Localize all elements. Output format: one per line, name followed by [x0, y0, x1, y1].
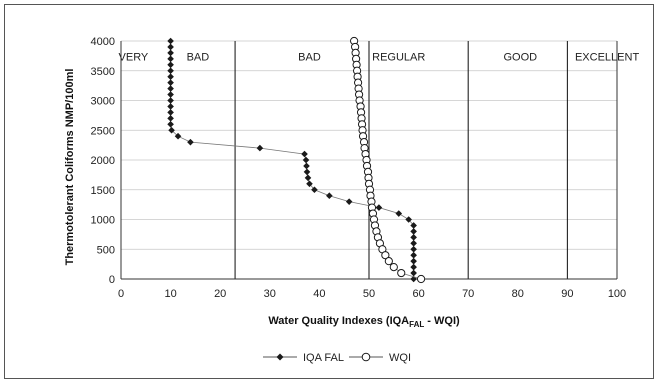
iqa-fal-point — [303, 162, 310, 170]
iqa-fal-point — [311, 186, 318, 194]
x-tick-label: 50 — [363, 288, 375, 300]
iqa-fal-point — [167, 79, 174, 86]
iqa-fal-point — [167, 73, 174, 80]
iqa-fal-point — [410, 245, 417, 253]
iqa-fal-point — [405, 216, 412, 223]
y-tick-label: 4000 — [91, 36, 115, 48]
iqa-fal-point — [326, 192, 333, 199]
axes: 0 500 1000 1500 2000 2500 3000 3500 4000 0 10 20 30 4… — [91, 36, 627, 300]
iqa-fal-point — [301, 150, 308, 158]
x-tick-label: 40 — [313, 288, 325, 300]
iqa-fal-point — [167, 67, 174, 75]
iqa-fal-point — [174, 132, 182, 140]
iqa-fal-point — [375, 204, 383, 211]
legend-marker-wqi — [361, 352, 371, 362]
legend: IQA FAL WQI — [263, 352, 411, 364]
iqa-fal-point — [410, 222, 417, 229]
x-tick-label: 100 — [608, 288, 626, 300]
iqa-fal-point — [302, 156, 310, 164]
iqa-fal-point — [167, 115, 174, 122]
quality-bands: VERY BAD BAD REGULAR GOOD EXCELLENT — [119, 41, 639, 279]
iqa-fal-point — [167, 85, 174, 92]
iqa-fal-point — [167, 43, 174, 51]
x-tick-label: 70 — [462, 288, 474, 300]
y-tick-label: 1500 — [91, 185, 115, 197]
band-label: BAD — [298, 52, 321, 64]
iqa-fal-point — [167, 91, 174, 98]
y-tick-label: 3500 — [91, 66, 115, 78]
iqa-fal-point — [167, 49, 174, 57]
iqa-fal-point — [303, 168, 311, 176]
wqi-point — [389, 263, 398, 272]
wqi-point — [397, 268, 406, 278]
iqa-fal-point — [187, 138, 194, 146]
band-label: VERY — [119, 52, 149, 64]
iqa-fal-point — [410, 257, 417, 265]
x-axis-label: Water Quality Indexes (IQAFAL - WQI) — [268, 315, 460, 329]
data-series — [167, 36, 426, 284]
y-tick-label: 2000 — [91, 155, 115, 167]
wqi-point — [416, 274, 426, 284]
x-tick-label: 20 — [214, 288, 226, 300]
iqa-fal-point — [345, 198, 353, 205]
x-tick-label: 10 — [164, 288, 176, 300]
legend-label-iqa-fal: IQA FAL — [303, 352, 344, 364]
legend-marker-iqa-fal — [276, 353, 284, 361]
iqa-fal-point — [167, 121, 174, 128]
x-axis-label-end: - WQI) — [424, 315, 460, 327]
iqa-fal-point — [167, 61, 174, 69]
x-axis-label-subscript: FAL — [409, 320, 424, 329]
iqa-fal-point — [304, 174, 312, 182]
iqa-fal-point — [306, 180, 313, 188]
x-tick-label: 60 — [412, 288, 424, 300]
y-axis-label: Thermotolerant Coliforms NMP/100ml — [64, 69, 76, 266]
chart: VERY BAD BAD REGULAR GOOD EXCELLENT 050010001… — [64, 36, 639, 364]
iqa-fal-point — [410, 269, 417, 277]
figure-frame: VERY BAD BAD REGULAR GOOD EXCELLENT 0 500 1000 1… — [4, 4, 654, 379]
y-tick-label: 2500 — [91, 125, 115, 137]
iqa-fal-point — [256, 144, 264, 152]
x-tick-label: 30 — [264, 288, 276, 300]
y-tick-label: 0 — [109, 274, 115, 286]
y-tick-label: 500 — [97, 244, 115, 256]
y-tick-label: 1000 — [91, 215, 115, 227]
legend-label-wqi: WQI — [389, 352, 411, 364]
band-label: REGULAR — [372, 52, 425, 64]
iqa-fal-point — [410, 234, 417, 241]
iqa-fal-point — [167, 37, 174, 45]
x-tick-label: 0 — [118, 288, 124, 300]
iqa-fal-point — [167, 97, 174, 104]
band-label: GOOD — [503, 52, 537, 64]
band-label: EXCELLENT — [575, 52, 639, 64]
x-tick-label: 90 — [561, 288, 573, 300]
iqa-fal-point — [410, 228, 417, 235]
wqi-point — [384, 257, 393, 266]
iqa-fal-point — [168, 126, 175, 134]
iqa-fal-point — [167, 55, 174, 63]
iqa-fal-point — [167, 109, 174, 116]
iqa-fal-point — [395, 210, 403, 217]
x-tick-label: 80 — [512, 288, 524, 300]
y-tick-label: 3000 — [91, 96, 115, 108]
wqi-point — [381, 251, 390, 260]
iqa-fal-point — [410, 263, 417, 271]
iqa-fal-point — [410, 251, 417, 259]
iqa-fal-point — [167, 103, 174, 110]
iqa-fal-point — [410, 240, 417, 247]
band-label: BAD — [187, 52, 210, 64]
